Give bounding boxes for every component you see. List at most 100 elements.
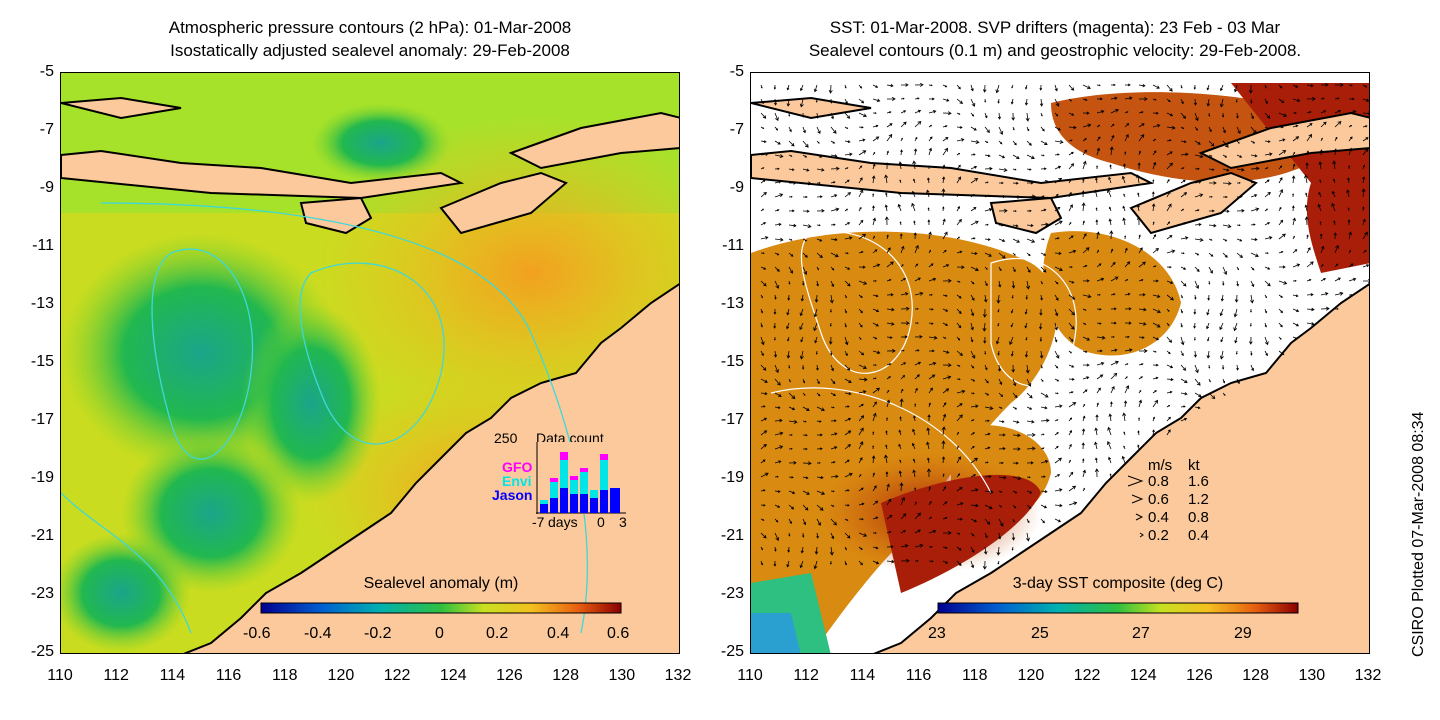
velocity-vector (1082, 336, 1091, 341)
velocity-vector (1094, 468, 1099, 478)
velocity-vector (913, 232, 917, 240)
velocity-vector (774, 280, 780, 289)
velocity-vector (1012, 224, 1019, 228)
velocity-vector (956, 336, 961, 341)
velocity-vector (1110, 123, 1115, 128)
longitude-tick-label: 124 (1129, 667, 1157, 684)
velocity-vector (984, 154, 991, 158)
velocity-vector (1124, 335, 1130, 339)
velocity-vector (912, 469, 916, 478)
velocity-vector (1151, 191, 1155, 198)
latitude-tick-label: -17 (30, 411, 54, 428)
velocity-vector (956, 431, 959, 436)
velocity-vector (1011, 364, 1016, 373)
velocity-vector (970, 546, 975, 553)
velocity-vector (816, 238, 823, 242)
velocity-vector (1291, 175, 1296, 184)
velocity-vector (1250, 364, 1255, 372)
velocity-vector (1152, 111, 1159, 115)
velocity-vector (956, 152, 961, 156)
velocity-vector (802, 532, 805, 538)
velocity-vector (928, 349, 935, 353)
velocity-vector (898, 161, 903, 170)
velocity-vector (1347, 219, 1351, 226)
velocity-vector (1152, 265, 1157, 268)
velocity-vector (1152, 179, 1155, 184)
velocity-vector (886, 498, 892, 506)
longitude-tick-label: 114 (849, 667, 876, 684)
velocity-vector (1194, 237, 1204, 242)
velocity-vector (1334, 291, 1344, 296)
velocity-vector (1123, 193, 1126, 198)
velocity-vector (844, 252, 849, 255)
velocity-vector (760, 546, 763, 551)
velocity-vector (1222, 224, 1232, 229)
velocity-vector (829, 322, 832, 327)
velocity-vector (886, 307, 895, 312)
velocity-vector (1166, 336, 1173, 343)
velocity-vector (941, 426, 946, 436)
velocity-vector (830, 532, 835, 540)
velocity-vector (1236, 238, 1243, 242)
velocity-vector (1219, 98, 1224, 108)
velocity-vector (1306, 83, 1314, 88)
sla-colorbar-tick: 0.2 (486, 625, 509, 642)
velocity-vector (956, 364, 961, 367)
velocity-vector (956, 308, 962, 314)
velocity-vector (816, 168, 825, 172)
velocity-vector (1026, 266, 1031, 273)
arrow-icon (1134, 509, 1146, 529)
velocity-vector (844, 444, 852, 450)
latitude-tick-label: -9 (729, 179, 744, 196)
velocity-vector (942, 501, 948, 506)
velocity-vector (1082, 294, 1092, 299)
velocity-vector (1152, 124, 1161, 128)
velocity-vector (970, 336, 974, 343)
velocity-vector (1012, 504, 1017, 509)
velocity-vector (942, 336, 947, 339)
velocity-vector (911, 190, 916, 198)
velocity-vector (1110, 307, 1117, 311)
velocity-vector (802, 434, 808, 437)
velocity-vector (900, 110, 907, 114)
velocity-vector (1110, 401, 1113, 408)
velocity-vector (997, 98, 1000, 104)
velocity-vector (774, 180, 782, 184)
velocity-vector (898, 443, 902, 450)
velocity-vector (844, 430, 852, 436)
velocity-vector (1278, 350, 1285, 356)
latitude-tick-label: -15 (720, 353, 744, 370)
velocity-vector (760, 322, 763, 328)
velocity-vector (1054, 251, 1062, 255)
velocity-vector (1081, 442, 1085, 450)
velocity-vector (830, 490, 835, 493)
velocity-vector (928, 374, 936, 380)
velocity-vector (1319, 179, 1322, 184)
velocity-vector (802, 406, 810, 411)
velocity-vector (1292, 136, 1300, 142)
velocity-vector (1124, 134, 1129, 142)
velocity-vector (1026, 126, 1030, 132)
velocity-vector (1012, 238, 1020, 243)
velocity-vector (1306, 96, 1316, 101)
velocity-vector (970, 404, 979, 409)
velocity-vector (983, 546, 988, 555)
velocity-vector (928, 308, 934, 311)
velocity-vector (984, 112, 988, 119)
velocity-vector (844, 405, 850, 408)
velocity-vector (1180, 112, 1187, 119)
velocity-vector (1068, 249, 1077, 254)
velocity-vector (1362, 84, 1368, 88)
velocity-vector (830, 126, 837, 134)
arrow-icon (1138, 527, 1146, 547)
velocity-vector (872, 112, 877, 115)
velocity-vector (1180, 192, 1188, 198)
velocity-vector (1264, 126, 1269, 129)
velocity-vector (1010, 322, 1014, 328)
velocity-vector (1180, 364, 1187, 371)
velocity-vector (830, 154, 838, 158)
velocity-vector (928, 231, 932, 240)
velocity-vector (1331, 190, 1336, 198)
velocity-vector (898, 470, 902, 478)
velocity-vector (774, 475, 779, 478)
